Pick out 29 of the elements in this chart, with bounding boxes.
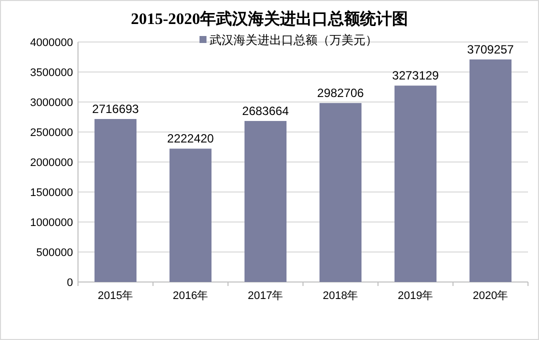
x-tick-label: 2015年 [98,290,134,302]
bar [470,59,512,282]
y-tick-label: 1000000 [30,217,73,229]
data-label: 2683664 [242,104,290,118]
x-tick-label: 2020年 [472,290,508,302]
bar [320,103,362,282]
x-tick-label: 2016年 [172,290,208,302]
x-tick-label: 2017年 [248,290,284,302]
y-tick-label: 1500000 [30,187,73,199]
x-tick-label: 2019年 [398,290,434,302]
bar [170,148,212,282]
bar [394,86,436,282]
chart-title: 2015-2020年武汉海关进出口总额统计图 [130,10,408,28]
y-tick-label: 2500000 [30,127,73,139]
y-tick-label: 4000000 [30,37,73,49]
y-tick-label: 3500000 [30,67,73,79]
data-label: 3709257 [467,42,514,56]
y-tick-label: 0 [66,277,73,289]
data-label: 2222420 [167,132,214,146]
bar [244,120,286,282]
data-label: 2716693 [92,102,140,116]
legend-label: 武汉海关进出口总额（万美元） [210,33,378,47]
data-label: 3273129 [392,68,440,83]
y-tick-label: 500000 [36,247,73,259]
y-tick-label: 3000000 [30,97,73,109]
data-label: 2982706 [317,86,364,100]
y-tick-label: 2000000 [30,157,73,169]
x-tick-label: 2018年 [322,290,358,302]
bar [94,119,136,282]
